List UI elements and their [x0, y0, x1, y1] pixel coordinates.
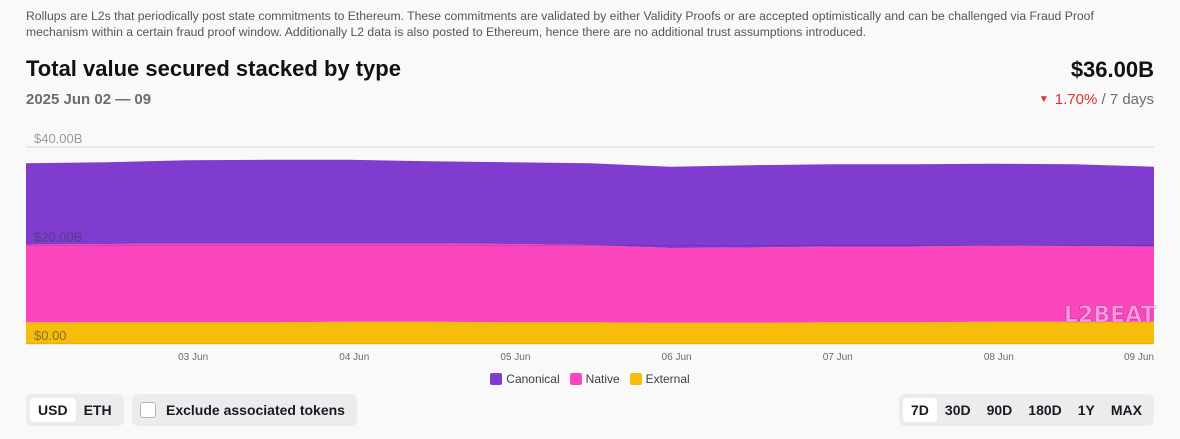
area-canonical: [26, 159, 1154, 248]
x-tick-label: 03 Jun: [178, 352, 208, 363]
x-tick-label: 09 Jun: [1124, 352, 1154, 363]
unit-toggle: USD ETH: [26, 394, 124, 426]
y-axis-labels: $0.00 $20.00B $40.00B: [34, 131, 82, 343]
description-text: Rollups are L2s that periodically post s…: [26, 9, 1094, 39]
exclude-label: Exclude associated tokens: [166, 402, 345, 418]
legend-item-native[interactable]: Native: [569, 372, 620, 386]
range-30d-button[interactable]: 30D: [944, 402, 971, 418]
legend-item-external[interactable]: External: [629, 372, 690, 386]
x-tick-label: 04 Jun: [339, 352, 369, 363]
x-tick-label: 07 Jun: [823, 352, 853, 363]
change-period: / 7 days: [1101, 91, 1154, 108]
x-tick-label: 05 Jun: [500, 352, 530, 363]
area-native: [26, 243, 1154, 323]
unit-eth-button[interactable]: ETH: [83, 402, 112, 418]
legend-swatch: [490, 373, 503, 385]
chart-grid: [26, 146, 1154, 345]
exclude-checkbox[interactable]: [140, 402, 156, 418]
x-tick-label: 08 Jun: [984, 352, 1014, 363]
area-external: [26, 321, 1154, 344]
y-tick-label: $0.00: [34, 328, 67, 343]
down-arrow-icon: ▼: [1038, 94, 1049, 105]
legend-label: External: [645, 372, 690, 386]
chart-title: Total value secured stacked by type: [26, 56, 401, 81]
legend-swatch: [569, 373, 582, 385]
range-7d-button[interactable]: 7D: [903, 398, 937, 422]
x-tick-label: 06 Jun: [662, 352, 692, 363]
exclude-associated-tokens-toggle[interactable]: Exclude associated tokens: [132, 394, 357, 426]
range-90d-button[interactable]: 90D: [986, 402, 1013, 418]
y-tick-label: $40.00B: [34, 131, 82, 146]
change-percent: 1.70%: [1054, 91, 1098, 108]
legend-label: Canonical: [506, 372, 560, 386]
legend-label: Native: [585, 372, 620, 386]
y-tick-label: $20.00B: [34, 230, 82, 245]
chart-legend: Canonical Native External: [0, 372, 1180, 386]
chart-areas: [26, 159, 1154, 344]
legend-item-canonical[interactable]: Canonical: [490, 372, 560, 386]
date-range: 2025 Jun 02 — 09: [26, 91, 152, 108]
time-range-toggle: 7D 30D 90D 180D 1Y MAX: [899, 394, 1154, 426]
change-indicator: ▼ 1.70% / 7 days: [1039, 91, 1154, 108]
range-1y-button[interactable]: 1Y: [1077, 402, 1095, 418]
l2beat-watermark: L2BEAT: [1064, 303, 1156, 329]
total-value: $36.00B: [1070, 57, 1154, 82]
legend-swatch: [629, 373, 642, 385]
unit-usd-button[interactable]: USD: [30, 398, 76, 422]
svg-text:L2BEAT: L2BEAT: [1064, 303, 1155, 328]
range-180d-button[interactable]: 180D: [1028, 402, 1062, 418]
range-max-button[interactable]: MAX: [1110, 402, 1142, 418]
x-axis-labels: 03 Jun 04 Jun 05 Jun 06 Jun 07 Jun 08 Jun 09 J…: [178, 352, 1154, 363]
stacked-area-chart[interactable]: $0.00 $20.00B $40.00B 03 Jun 04 Jun 05 Jun 06…: [0, 125, 1180, 365]
